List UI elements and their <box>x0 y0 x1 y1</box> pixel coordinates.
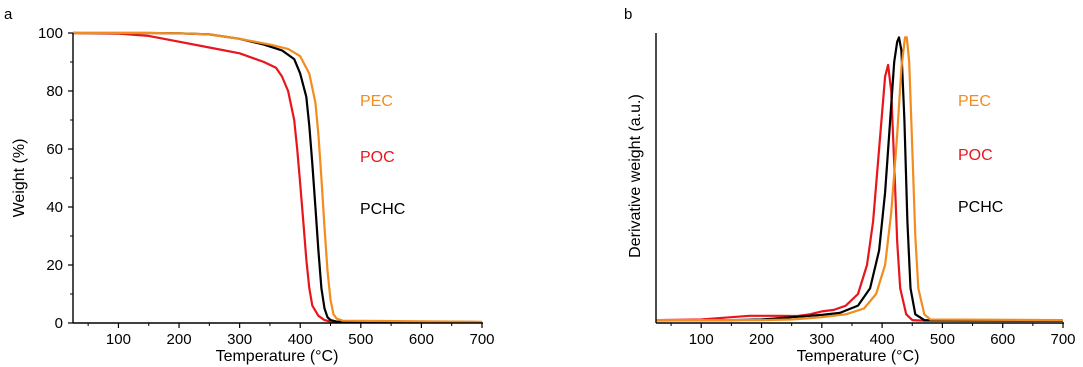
panel-a-x-tick-label: 400 <box>288 331 313 348</box>
panel-a-legend-pec: PEC <box>360 93 393 110</box>
panel-b-y-axis-title: Derivative weight (a.u.) <box>627 94 644 258</box>
panel-a-y-tick-label: 40 <box>46 199 63 216</box>
panel-a-x-axis-title: Temperature (°C) <box>216 348 339 365</box>
panel-b-x-axis-title: Temperature (°C) <box>797 348 920 365</box>
panel-a-y-axis-title: Weight (%) <box>11 139 28 218</box>
panel-a-x-tick-label: 500 <box>348 331 373 348</box>
panel-a-y-tick-label: 20 <box>46 257 63 274</box>
panel-b-plot-area: 100 200 300 400 500 600 700 <box>655 33 1076 348</box>
panel-b-x-tick-label: 100 <box>689 331 714 348</box>
panel-a-letter: a <box>4 6 13 23</box>
panel-b-x-tick-label: 300 <box>809 331 834 348</box>
panel-a-y-tick-label: 80 <box>46 83 63 100</box>
panel-a-legend-poc: POC <box>360 149 395 166</box>
panel-a-series-poc-line <box>72 31 483 324</box>
panel-b-series-pec-line <box>656 36 1064 322</box>
panel-a-plot-area: 100 200 300 400 500 600 700 0 20 40 60 80 100 <box>38 25 495 348</box>
panel-a-x-tick-label: 600 <box>409 331 434 348</box>
panel-a-y-tick-label: 100 <box>38 25 63 42</box>
panel-b-x-tick-label: 500 <box>930 331 955 348</box>
panel-b-legend-poc: POC <box>958 147 993 164</box>
panel-a-legend-pchc: PCHC <box>360 201 405 218</box>
panel-b-x-tick-label: 700 <box>1050 331 1075 348</box>
panel-b-x-tick-label: 400 <box>870 331 895 348</box>
panel-b-chart: b 100 200 300 400 500 600 700 Derivative weigh… <box>624 6 1076 365</box>
panel-a-x-tick-label: 700 <box>469 331 494 348</box>
panel-b-x-tick-label: 600 <box>990 331 1015 348</box>
panel-a-x-tick-label: 200 <box>167 331 192 348</box>
panel-a-x-tick-label: 100 <box>106 331 131 348</box>
panel-b-legend-pchc: PCHC <box>958 199 1003 216</box>
panel-a-y-tick-label: 60 <box>46 141 63 158</box>
panel-a-x-tick-label: 300 <box>227 331 252 348</box>
panel-a-series-pec-line <box>73 31 483 323</box>
panel-a-y-tick-label: 0 <box>55 315 63 332</box>
panel-b-series-pchc-line <box>656 36 1064 322</box>
panel-b-letter: b <box>624 6 632 23</box>
panel-a-chart: a 100 200 300 400 500 600 700 0 20 40 60 80 100 Weig… <box>4 6 495 365</box>
panel-a-legend: PEC POC PCHC <box>360 93 405 218</box>
panel-b-legend: PEC POC PCHC <box>958 93 1003 216</box>
panel-b-series-poc-line <box>655 63 1063 322</box>
panel-b-x-tick-label: 200 <box>749 331 774 348</box>
panel-b-legend-pec: PEC <box>958 93 991 110</box>
panel-a-series-pchc-line <box>73 31 483 324</box>
